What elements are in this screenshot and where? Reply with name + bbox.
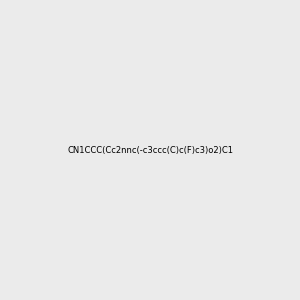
Text: CN1CCC(Cc2nnc(-c3ccc(C)c(F)c3)o2)C1: CN1CCC(Cc2nnc(-c3ccc(C)c(F)c3)o2)C1	[67, 146, 233, 154]
